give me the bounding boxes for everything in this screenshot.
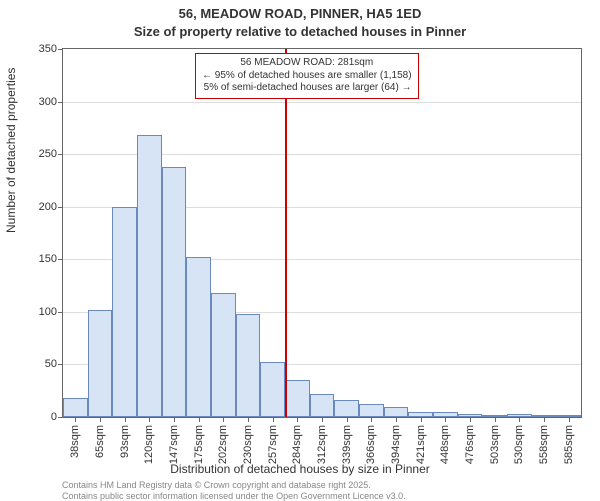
x-tick-label: 65sqm	[94, 425, 106, 458]
histogram-bar	[162, 167, 187, 417]
x-tick-mark	[125, 417, 126, 422]
histogram-bar	[137, 135, 162, 417]
x-tick-mark	[519, 417, 520, 422]
x-tick-label: 421sqm	[415, 425, 427, 464]
histogram-bar	[334, 400, 359, 417]
x-tick-label: 284sqm	[291, 425, 303, 464]
histogram-bar	[88, 310, 113, 417]
x-tick-label: 339sqm	[341, 425, 353, 464]
annotation-line-1: 56 MEADOW ROAD: 281sqm	[202, 57, 412, 70]
x-tick-mark	[347, 417, 348, 422]
y-tick-label: 0	[23, 411, 57, 423]
histogram-bar	[310, 394, 335, 417]
chart-title-main: 56, MEADOW ROAD, PINNER, HA5 1ED	[0, 6, 600, 21]
x-tick-mark	[273, 417, 274, 422]
y-axis-title: Number of detached properties	[4, 68, 18, 233]
x-tick-mark	[371, 417, 372, 422]
x-tick-mark	[100, 417, 101, 422]
x-tick-mark	[297, 417, 298, 422]
x-tick-label: 394sqm	[390, 425, 402, 464]
y-tick-mark	[58, 312, 63, 313]
y-tick-label: 150	[23, 253, 57, 265]
gridline	[63, 102, 581, 103]
y-tick-mark	[58, 259, 63, 260]
y-tick-mark	[58, 49, 63, 50]
x-tick-label: 257sqm	[267, 425, 279, 464]
x-tick-label: 120sqm	[143, 425, 155, 464]
chart-container: 56, MEADOW ROAD, PINNER, HA5 1ED Size of…	[0, 0, 600, 500]
marker-line	[285, 49, 287, 417]
histogram-bar	[63, 398, 88, 417]
y-tick-mark	[58, 417, 63, 418]
x-tick-label: 93sqm	[119, 425, 131, 458]
histogram-bar	[211, 293, 236, 417]
chart-title-sub: Size of property relative to detached ho…	[0, 24, 600, 39]
x-tick-label: 448sqm	[439, 425, 451, 464]
histogram-bar	[186, 257, 211, 417]
y-tick-mark	[58, 364, 63, 365]
x-tick-mark	[322, 417, 323, 422]
histogram-bar	[384, 407, 409, 418]
x-tick-mark	[396, 417, 397, 422]
annotation-box: 56 MEADOW ROAD: 281sqm← 95% of detached …	[195, 53, 419, 99]
plot-area: 05010015020025030035038sqm65sqm93sqm120s…	[62, 48, 582, 418]
y-tick-label: 200	[23, 201, 57, 213]
x-axis-title: Distribution of detached houses by size …	[0, 462, 600, 476]
x-tick-mark	[470, 417, 471, 422]
annotation-line-3: 5% of semi-detached houses are larger (6…	[202, 82, 412, 95]
x-tick-mark	[544, 417, 545, 422]
x-tick-mark	[174, 417, 175, 422]
x-tick-label: 147sqm	[168, 425, 180, 464]
histogram-bar	[112, 207, 137, 417]
x-tick-label: 366sqm	[365, 425, 377, 464]
y-tick-label: 250	[23, 148, 57, 160]
x-tick-mark	[495, 417, 496, 422]
histogram-bar	[285, 380, 310, 417]
y-tick-mark	[58, 207, 63, 208]
y-tick-label: 300	[23, 96, 57, 108]
y-tick-label: 350	[23, 43, 57, 55]
x-tick-mark	[223, 417, 224, 422]
x-tick-mark	[149, 417, 150, 422]
x-tick-label: 312sqm	[316, 425, 328, 464]
x-tick-label: 530sqm	[513, 425, 525, 464]
x-tick-label: 558sqm	[538, 425, 550, 464]
x-tick-label: 585sqm	[563, 425, 575, 464]
x-tick-label: 202sqm	[217, 425, 229, 464]
y-tick-label: 50	[23, 358, 57, 370]
x-tick-label: 175sqm	[193, 425, 205, 464]
x-tick-mark	[421, 417, 422, 422]
annotation-line-2: ← 95% of detached houses are smaller (1,…	[202, 70, 412, 83]
attribution-line-1: Contains HM Land Registry data © Crown c…	[62, 480, 371, 490]
x-tick-mark	[569, 417, 570, 422]
x-tick-label: 476sqm	[464, 425, 476, 464]
x-tick-label: 38sqm	[69, 425, 81, 458]
histogram-bar	[236, 314, 261, 417]
x-tick-mark	[199, 417, 200, 422]
x-tick-label: 230sqm	[242, 425, 254, 464]
x-tick-mark	[75, 417, 76, 422]
y-tick-mark	[58, 102, 63, 103]
y-tick-mark	[58, 154, 63, 155]
x-tick-label: 503sqm	[489, 425, 501, 464]
x-tick-mark	[248, 417, 249, 422]
histogram-bar	[260, 362, 285, 417]
histogram-bar	[359, 404, 384, 417]
x-tick-mark	[445, 417, 446, 422]
y-tick-label: 100	[23, 306, 57, 318]
